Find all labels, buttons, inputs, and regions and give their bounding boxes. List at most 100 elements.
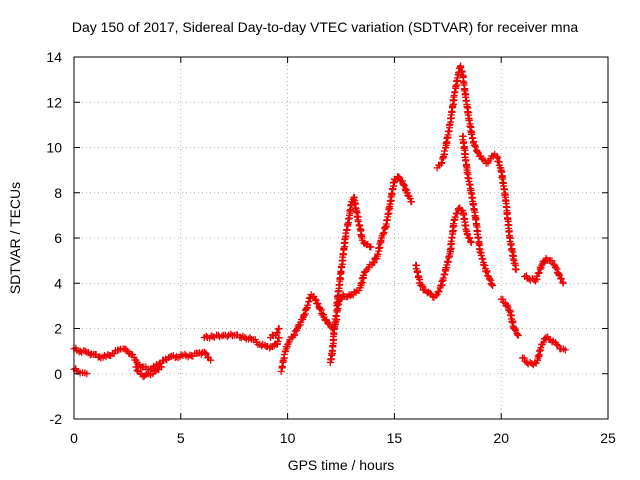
data-point (384, 210, 392, 218)
data-point (273, 329, 281, 337)
data-point (520, 354, 528, 362)
data-point (535, 269, 543, 277)
y-tick-label: 12 (46, 94, 62, 110)
y-tick-label: 10 (46, 140, 62, 156)
data-point (439, 274, 447, 282)
y-tick-label: 0 (54, 366, 62, 382)
data-point (339, 250, 347, 258)
data-point (465, 117, 473, 125)
data-point (512, 266, 520, 274)
data-point (158, 363, 166, 371)
data-point (474, 234, 482, 242)
data-point (489, 282, 497, 290)
data-point (474, 148, 482, 156)
data-point (438, 277, 446, 285)
data-point (561, 346, 569, 354)
data-point (449, 220, 457, 228)
data-point (300, 311, 308, 319)
data-point (441, 147, 449, 155)
data-point (438, 159, 446, 167)
x-tick-label: 25 (600, 430, 616, 446)
data-point (316, 305, 324, 313)
data-point (407, 198, 415, 206)
data-point (406, 195, 414, 203)
data-point (374, 250, 382, 258)
data-point (451, 213, 459, 221)
x-axis-label: GPS time / hours (288, 457, 395, 473)
data-point (467, 237, 475, 245)
data-point (559, 279, 567, 287)
data-point (381, 224, 389, 232)
data-point (472, 216, 480, 224)
data-point (462, 97, 470, 105)
data-point (314, 300, 322, 308)
x-tick-label: 5 (177, 430, 185, 446)
data-point (413, 268, 421, 276)
data-point (493, 153, 501, 161)
data-point (83, 370, 91, 378)
data-point (388, 189, 396, 197)
data-point (380, 228, 388, 236)
data-point (274, 337, 282, 345)
data-point (548, 257, 556, 265)
data-point (367, 243, 375, 251)
data-point (514, 331, 522, 339)
data-point (399, 181, 407, 189)
data-point (202, 350, 210, 358)
data-point (207, 356, 215, 364)
data-point (476, 248, 484, 256)
data-point (535, 347, 543, 355)
data-point (333, 299, 341, 307)
chart-title: Day 150 of 2017, Sidereal Day-to-day VTE… (72, 19, 578, 35)
data-point (304, 301, 312, 309)
y-tick-label: 8 (54, 185, 62, 201)
x-axis: 0 5 10 15 20 25 (70, 57, 616, 446)
data-point (479, 255, 487, 263)
data-point (432, 292, 440, 300)
data-point (451, 88, 459, 96)
data-point (558, 275, 566, 283)
data-point (553, 340, 561, 348)
data-point (471, 143, 479, 151)
data-point (280, 351, 288, 359)
data-point (467, 127, 475, 135)
data-point (499, 295, 507, 303)
x-tick-label: 10 (280, 430, 296, 446)
data-point (444, 257, 452, 265)
data-point (467, 239, 475, 247)
data-point (463, 102, 471, 110)
data-point (540, 338, 548, 346)
data-point (359, 271, 367, 279)
data-point (426, 289, 434, 297)
data-point (344, 215, 352, 223)
data-point (223, 333, 231, 341)
data-point (277, 367, 285, 375)
data-point (511, 326, 519, 334)
data-point (383, 216, 391, 224)
data-point (327, 356, 335, 364)
y-tick-label: 6 (54, 230, 62, 246)
grid-lines (74, 57, 608, 419)
data-point (537, 344, 545, 352)
y-tick-label: 14 (46, 49, 62, 65)
data-point (453, 74, 461, 82)
data-points (70, 62, 569, 381)
data-point (133, 366, 141, 374)
data-point (357, 280, 365, 288)
x-tick-label: 15 (387, 430, 403, 446)
x-tick-label: 20 (493, 430, 509, 446)
data-point (453, 209, 461, 217)
data-point (466, 234, 474, 242)
data-point (302, 305, 310, 313)
y-tick-label: 4 (54, 275, 62, 291)
data-point (278, 362, 286, 370)
data-point (468, 130, 476, 138)
x-tick-label: 0 (70, 430, 78, 446)
data-point (507, 241, 515, 249)
data-point (477, 251, 485, 259)
data-point (395, 173, 403, 181)
data-point (354, 217, 362, 225)
y-axis: -2 0 2 4 6 8 10 12 14 (46, 49, 608, 427)
data-point (457, 64, 465, 72)
